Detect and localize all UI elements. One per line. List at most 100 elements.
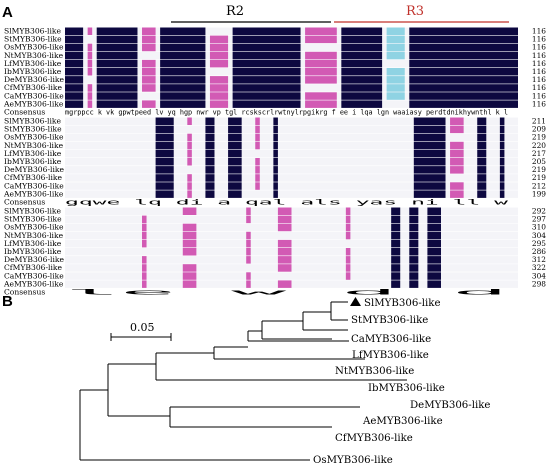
sequence-end-position: 116	[532, 67, 546, 76]
conservation-shading	[345, 264, 351, 272]
conservation-shading	[246, 231, 251, 240]
conservation-shading	[96, 100, 138, 108]
conservation-shading	[305, 35, 337, 44]
conservation-shading	[155, 125, 174, 134]
conservation-shading	[305, 68, 337, 76]
conservation-shading	[87, 51, 93, 60]
conservation-shading	[255, 158, 260, 166]
conservation-shading	[160, 43, 206, 52]
region-r2-label: R2	[226, 4, 244, 19]
conservation-shading	[273, 166, 278, 174]
conservation-shading	[142, 239, 147, 248]
conservation-shading	[65, 43, 84, 52]
conservation-shading	[65, 51, 84, 60]
conservation-shading	[341, 76, 383, 84]
conservation-shading	[65, 27, 84, 35]
conservation-shading	[142, 280, 147, 288]
conservation-shading	[228, 149, 242, 158]
conservation-shading	[409, 27, 518, 35]
conservation-shading	[413, 158, 446, 166]
sequence-end-position: 220	[532, 141, 546, 150]
conservation-shading	[386, 35, 405, 44]
conservation-shading	[273, 158, 278, 166]
conservation-shading	[409, 51, 518, 60]
conservation-shading	[65, 100, 84, 108]
conservation-shading	[413, 190, 446, 198]
sequence-name: CaMYB306-like	[4, 271, 64, 280]
sequence-end-position: 116	[532, 27, 546, 36]
conservation-shading	[209, 84, 229, 92]
conservation-shading	[499, 166, 505, 174]
conservation-shading	[182, 231, 197, 240]
alignment-block: SlMYB306-like 116 StMYB306-like 116 OsMYB306…	[3, 27, 546, 117]
sequence-track	[65, 117, 518, 125]
conservation-shading	[209, 51, 229, 60]
conservation-shading	[499, 117, 505, 125]
sequence-end-position: 304	[532, 271, 546, 280]
sequence-track	[65, 190, 518, 198]
conservation-shading	[155, 174, 174, 182]
sequence-end-position: 116	[532, 59, 546, 68]
sequence-end-position: 295	[532, 239, 546, 248]
sequence-end-position: 292	[532, 207, 546, 216]
conservation-shading	[427, 215, 441, 224]
conservation-shading	[477, 190, 487, 198]
conservation-shading	[413, 141, 446, 150]
conservation-shading	[409, 207, 419, 215]
conservation-shading	[345, 272, 351, 280]
conservation-shading	[450, 166, 464, 174]
conservation-shading	[409, 92, 518, 100]
sequence-end-position: 116	[532, 83, 546, 92]
conservation-shading	[182, 264, 197, 272]
region-r3-label: R3	[406, 4, 424, 19]
leaf-label: CfMYB306-like	[335, 433, 413, 444]
conservation-shading	[409, 256, 419, 264]
conservation-shading	[205, 149, 215, 158]
sequence-end-position: 209	[532, 125, 546, 134]
conservation-shading	[205, 166, 215, 174]
conservation-shading	[182, 272, 197, 280]
conservation-shading	[413, 174, 446, 182]
conservation-shading	[96, 43, 138, 52]
sequence-track	[65, 182, 518, 190]
conservation-shading	[155, 166, 174, 174]
conservation-shading	[450, 158, 464, 166]
conservation-shading	[232, 100, 301, 108]
conservation-shading	[391, 264, 401, 272]
leaf-label: AeMYB306-like	[362, 416, 443, 427]
conservation-shading	[409, 248, 419, 256]
sequence-name: CfMYB306-like	[4, 173, 63, 182]
conservation-shading	[142, 223, 147, 232]
conservation-shading	[413, 133, 446, 142]
conservation-shading	[409, 84, 518, 92]
sequence-track	[65, 125, 518, 134]
sequence-name: CaMYB306-like	[4, 181, 64, 190]
conservation-shading	[187, 149, 192, 158]
conservation-shading	[155, 133, 174, 142]
conservation-shading	[96, 51, 138, 60]
conservation-shading	[273, 133, 278, 142]
sequence-name: StMYB306-like	[4, 125, 62, 134]
conservation-shading	[142, 76, 156, 84]
conservation-shading	[273, 174, 278, 182]
conservation-shading	[450, 182, 464, 190]
conservation-shading	[142, 59, 156, 68]
conservation-shading	[96, 59, 138, 68]
conservation-shading	[427, 272, 441, 280]
conservation-shading	[232, 43, 301, 52]
conservation-shading	[228, 166, 242, 174]
conservation-shading	[205, 141, 215, 150]
conservation-shading	[155, 149, 174, 158]
conservation-shading	[182, 223, 197, 232]
sequence-name: IbMYB306-like	[4, 247, 62, 256]
conservation-shading	[228, 117, 242, 125]
conservation-shading	[255, 182, 260, 190]
conservation-shading	[277, 223, 292, 232]
conservation-shading	[182, 248, 197, 256]
consensus-sequence: gqwe lq di a qal als yas ni ll w	[65, 199, 511, 207]
conservation-shading	[409, 264, 419, 272]
conservation-shading	[305, 76, 337, 84]
conservation-shading	[409, 239, 419, 248]
conservation-shading	[228, 174, 242, 182]
sequence-end-position: 322	[532, 263, 546, 272]
